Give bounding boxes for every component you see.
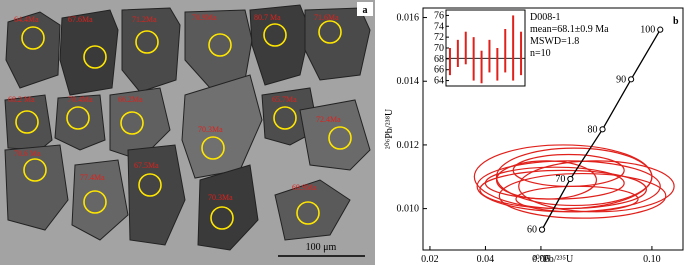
analysis-spot — [210, 206, 234, 230]
analysis-spot — [263, 23, 287, 47]
age-label: 70.6 Ma — [14, 149, 41, 158]
age-label: 68.2 Ma — [8, 95, 35, 104]
age-label: 71.6Ma — [314, 13, 339, 22]
age-label: 72.4Ma — [316, 115, 341, 124]
age-marker-label: 80 — [588, 124, 598, 135]
age-label: 70.3Ma — [208, 193, 233, 202]
analysis-spot — [318, 20, 342, 44]
y-tick-label: 0.010 — [397, 204, 420, 215]
error-ellipse — [515, 185, 639, 213]
inset-frame — [445, 9, 526, 87]
age-marker-label: 60 — [527, 225, 537, 236]
inset-y-tick-label: 74 — [434, 21, 444, 32]
age-labels: 64.4Ma 67.6Ma 71.2Ma 70.9Ma 80.7 Ma 71.6Ma 68.… — [8, 13, 352, 230]
analysis-spot — [15, 110, 39, 134]
error-ellipse — [498, 172, 667, 219]
analysis-spot — [328, 126, 352, 150]
analysis-spot — [21, 26, 45, 50]
panel-label-box — [357, 2, 373, 16]
age-marker — [599, 126, 606, 133]
age-marker — [538, 226, 546, 233]
age-label: 77.4Ma — [80, 173, 105, 182]
age-marker-label: 100 — [640, 25, 655, 36]
inset-error-bar — [504, 29, 507, 73]
age-label: 67.6Ma — [68, 15, 93, 24]
panel-a: a 100 μm 64.4Ma 67.6Ma 71.2Ma 70.9Ma 80.7 Ma… — [0, 0, 375, 265]
inset-error-bar — [448, 48, 451, 76]
inset-error-bar — [496, 48, 499, 81]
age-label: 67.5Ma — [134, 161, 159, 170]
inset-error-bar — [512, 15, 515, 81]
plot-frame — [422, 7, 684, 251]
y-tick-label: 0.016 — [397, 13, 420, 24]
x-tick-label: 0.06 — [532, 254, 550, 265]
y-axis-label: ²⁰⁶Pb/²³⁸U — [384, 108, 395, 149]
analysis-spot — [208, 33, 232, 57]
age-marker-label: 70 — [555, 174, 565, 185]
inset-error-bar — [488, 39, 491, 73]
age-label: 64.4Ma — [14, 15, 39, 24]
error-ellipse — [518, 160, 675, 213]
analysis-spot — [83, 45, 107, 69]
inset-y-tick-label: 72 — [434, 32, 444, 43]
analysis-spot — [23, 158, 47, 182]
panel-b: 0.02 0.04 0.06 0.10 0.010 0.012 0.014 0.016 ²⁰⁷P… — [384, 7, 684, 265]
inset-error-bar — [520, 31, 523, 76]
inset-error-bar — [464, 31, 467, 65]
age-label: 71.2Ma — [132, 15, 157, 24]
y-tick-label: 0.012 — [397, 140, 420, 151]
inset-y-tick-label: 66 — [434, 65, 444, 76]
age-label: 70.4Ma — [68, 95, 93, 104]
age-label: 69.9Ma — [292, 183, 317, 192]
error-ellipse — [473, 144, 653, 210]
error-ellipse — [495, 160, 598, 200]
analysis-spot — [138, 173, 162, 197]
annotation: D008-1 — [530, 12, 561, 23]
y-tick-label: 0.014 — [397, 76, 420, 87]
inset-y-tick-label: 64 — [434, 76, 444, 87]
inset-y-tick-label: 76 — [434, 10, 444, 21]
analysis-spot — [120, 111, 144, 135]
analysis-spot — [83, 190, 107, 214]
inset-y-tick-label: 68 — [434, 54, 444, 65]
x-tick-label: 0.04 — [477, 254, 495, 265]
annotation: MSWD=1.8 — [530, 36, 579, 47]
x-tick-label: 0.02 — [421, 254, 439, 265]
age-label: 65.7Ma — [272, 95, 297, 104]
analysis-spot — [296, 201, 320, 225]
age-label: 66.2Ma — [118, 95, 143, 104]
analysis-spot — [135, 30, 159, 54]
panel-label: a — [363, 5, 368, 16]
panel-label: b — [673, 16, 679, 27]
analysis-spot — [201, 136, 225, 160]
analysis-spot — [66, 106, 90, 130]
age-marker — [657, 26, 664, 33]
age-marker — [628, 76, 635, 83]
x-tick-label: 0.10 — [643, 254, 661, 265]
inset-error-bar — [472, 37, 475, 81]
inset-y-tick-label: 70 — [434, 43, 444, 54]
x-axis-label: ²⁰⁷Pb/²³⁵U — [533, 254, 574, 265]
inset-error-bar — [480, 50, 483, 84]
annotation: mean=68.1±0.9 Ma — [530, 24, 609, 35]
inset-error-bar — [456, 39, 459, 67]
age-label: 70.3Ma — [198, 125, 223, 134]
age-marker — [567, 175, 574, 183]
scale-bar-label: 100 μm — [306, 242, 337, 253]
annotation: n=10 — [530, 48, 551, 59]
analysis-spot — [273, 106, 297, 130]
age-label: 80.7 Ma — [254, 13, 281, 22]
age-marker-label: 90 — [616, 74, 626, 85]
age-label: 70.9Ma — [192, 13, 217, 22]
